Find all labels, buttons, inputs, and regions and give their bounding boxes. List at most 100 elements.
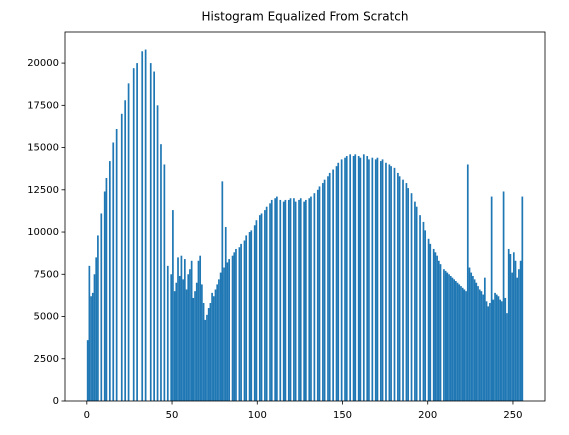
bar (335, 166, 338, 401)
bar (439, 264, 442, 401)
bar (518, 269, 520, 401)
bar (212, 296, 215, 401)
bar (478, 289, 481, 401)
bar (451, 277, 454, 401)
bar (95, 257, 98, 401)
bar (270, 199, 273, 401)
bar (187, 274, 190, 401)
bar (509, 254, 512, 401)
bar (166, 265, 169, 401)
bar (305, 199, 307, 401)
bar (91, 292, 94, 401)
bar (294, 201, 297, 401)
bar (512, 252, 515, 401)
bar (434, 252, 437, 401)
bar (371, 157, 374, 401)
bar (456, 282, 459, 401)
bar (235, 248, 237, 401)
bar (195, 282, 198, 401)
bar (144, 49, 147, 401)
bar (328, 172, 331, 401)
bar (180, 255, 183, 401)
bar (153, 71, 155, 402)
x-tick-label: 200 (418, 410, 437, 421)
bar (313, 193, 316, 401)
bar (337, 162, 340, 401)
chart-title: Histogram Equalized From Scratch (202, 10, 409, 24)
bar (201, 284, 203, 401)
y-tick-label: 17500 (27, 100, 59, 111)
bar (449, 275, 452, 401)
bar (287, 199, 290, 401)
bar (460, 286, 462, 401)
bar (380, 161, 382, 401)
bar (482, 294, 484, 401)
bar (465, 291, 467, 401)
bar (475, 282, 478, 401)
bar (511, 272, 513, 401)
bar (156, 105, 159, 402)
bar (410, 193, 413, 401)
bar (245, 235, 248, 401)
bar (521, 196, 524, 401)
bar (224, 226, 227, 401)
bar (472, 275, 474, 401)
bar (466, 164, 469, 401)
y-tick-label: 7500 (34, 269, 59, 280)
x-tick-label: 0 (84, 410, 90, 421)
bar (228, 259, 230, 401)
y-tick-label: 12500 (27, 185, 59, 196)
bar (362, 154, 365, 401)
bar (269, 203, 271, 401)
x-tick-label: 150 (333, 410, 352, 421)
bar (485, 301, 488, 401)
x-tick-label: 50 (166, 410, 179, 421)
bar (132, 68, 135, 402)
bar (93, 274, 96, 401)
y-tick-label: 10000 (27, 227, 59, 238)
bar (502, 191, 505, 401)
bar (206, 314, 208, 401)
bar (458, 284, 461, 401)
bar (340, 159, 343, 401)
bar (190, 260, 193, 401)
bar (470, 272, 473, 401)
bar (255, 220, 258, 401)
bar (376, 157, 379, 401)
bar (250, 230, 253, 401)
bar (436, 255, 438, 401)
bar (443, 269, 445, 401)
bar (253, 225, 256, 401)
bar (108, 161, 111, 401)
bar (463, 289, 466, 401)
bar (429, 243, 432, 401)
bar (345, 156, 348, 401)
bar (480, 291, 483, 401)
bar (197, 260, 200, 401)
bar (514, 260, 517, 401)
bar (231, 255, 234, 401)
bar (127, 83, 130, 401)
bar (487, 306, 490, 401)
bar (327, 176, 329, 401)
bar (359, 157, 362, 401)
bar (461, 287, 464, 401)
bar (349, 154, 352, 401)
bar (214, 289, 217, 401)
bar (432, 248, 435, 401)
bar (219, 272, 222, 401)
bar (160, 144, 162, 401)
bar (115, 128, 118, 401)
bar (444, 270, 447, 401)
bar (177, 257, 179, 401)
bar (175, 282, 178, 401)
bar (233, 252, 236, 401)
bar (308, 198, 311, 401)
bar (189, 269, 191, 401)
bar (264, 210, 266, 401)
bar (388, 164, 391, 401)
bar (248, 232, 251, 401)
bar (483, 277, 486, 401)
